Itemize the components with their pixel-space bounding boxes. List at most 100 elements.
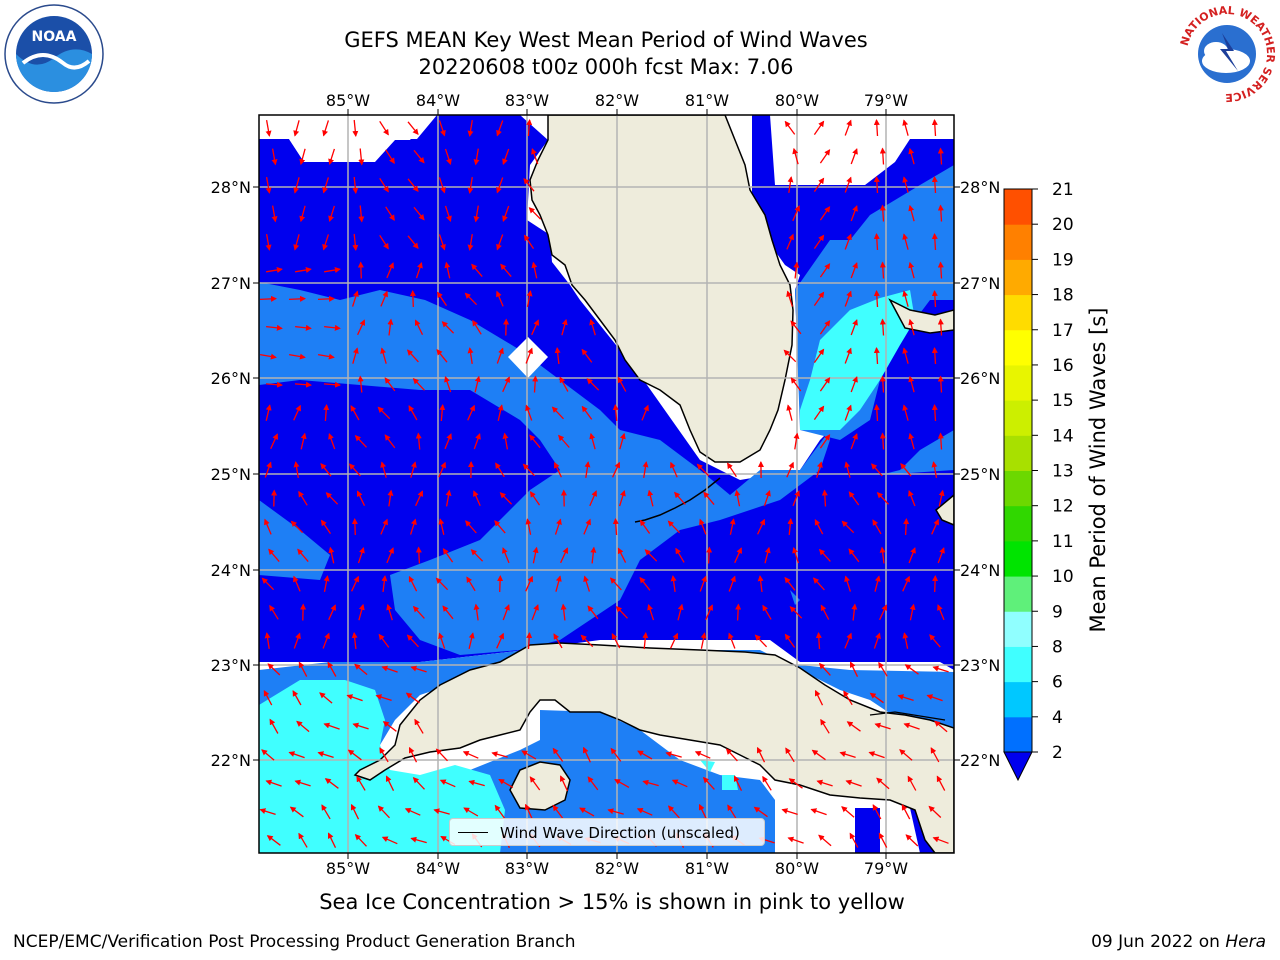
wave-direction-arrow <box>496 234 504 251</box>
wave-direction-arrow <box>356 490 366 506</box>
wave-direction-arrow <box>531 319 539 336</box>
wave-direction-arrow <box>266 835 281 846</box>
wave-direction-arrow <box>293 404 301 421</box>
wave-direction-arrows <box>259 119 949 849</box>
wave-direction-arrow <box>819 377 831 392</box>
wave-direction-arrow <box>786 290 794 307</box>
wave-direction-arrow <box>261 749 275 761</box>
wave-direction-arrow <box>413 206 425 221</box>
wave-direction-arrow <box>820 604 830 620</box>
wave-direction-arrow <box>414 718 424 734</box>
wave-direction-arrow <box>328 433 336 450</box>
wave-direction-arrow <box>405 692 420 704</box>
wave-direction-arrow <box>931 347 938 365</box>
wave-direction-arrow <box>358 148 365 166</box>
wave-direction-arrow <box>494 520 506 534</box>
wave-direction-arrow <box>268 548 280 563</box>
wave-direction-arrow <box>384 377 396 392</box>
wave-direction-arrow <box>700 632 707 649</box>
colorbar-tick-label: 10 <box>1052 567 1074 587</box>
wave-direction-arrow <box>529 434 541 449</box>
wave-direction-arrow <box>667 805 680 819</box>
wave-direction-arrow <box>844 290 852 307</box>
wave-direction-arrow <box>879 375 886 393</box>
wave-direction-arrow <box>908 490 916 507</box>
wave-direction-arrow <box>497 404 504 421</box>
wave-direction-arrow <box>733 775 743 791</box>
wave-direction-arrow <box>495 462 505 478</box>
wave-direction-arrow <box>532 375 539 393</box>
wave-direction-arrow <box>784 120 796 135</box>
wave-direction-arrow <box>386 262 394 279</box>
noaa-logo-icon: NOAA <box>4 4 104 104</box>
wave-direction-arrow <box>407 235 419 249</box>
colorbar-label: Mean Period of Wind Waves [s] <box>1086 307 1110 633</box>
wave-direction-arrow <box>675 547 685 563</box>
wave-direction-arrow <box>444 148 452 166</box>
wave-direction-arrow <box>932 575 939 593</box>
wave-direction-arrow <box>265 381 283 388</box>
wave-direction-arrow <box>611 633 621 649</box>
wave-direction-arrow <box>813 291 825 306</box>
wave-direction-arrow <box>930 747 940 763</box>
lon-label-top: 80°W <box>775 91 819 110</box>
wave-direction-arrow <box>444 261 451 279</box>
lat-label-left: 24°N <box>211 561 251 580</box>
noaa-logo-text: NOAA <box>32 29 77 45</box>
wave-direction-arrow <box>609 577 622 591</box>
wave-direction-arrow <box>471 263 483 278</box>
wave-direction-arrow <box>494 804 506 819</box>
wave-direction-arrow <box>499 492 513 505</box>
colorbar-under-extension <box>1003 751 1033 782</box>
wave-direction-arrow <box>408 746 418 763</box>
wave-direction-arrow <box>612 518 619 536</box>
wave-direction-arrow <box>325 492 339 505</box>
wave-direction-arrow <box>415 432 422 450</box>
wave-direction-arrow <box>670 461 678 478</box>
wave-direction-arrow <box>413 149 425 164</box>
wave-direction-arrow <box>819 263 831 278</box>
wave-direction-arrow <box>352 119 359 137</box>
colorbar-segment <box>1004 364 1032 401</box>
wave-direction-arrow <box>728 575 736 592</box>
wave-direction-arrow <box>787 836 804 844</box>
wave-direction-arrow <box>814 689 824 706</box>
lon-label-bottom: 82°W <box>595 859 639 878</box>
colorbar-segment <box>1004 681 1032 718</box>
lat-label-left: 26°N <box>211 369 251 388</box>
wave-direction-arrow <box>788 778 803 789</box>
wave-direction-arrow <box>589 318 596 336</box>
wave-direction-arrow <box>470 549 484 562</box>
wave-direction-arrow <box>931 518 939 535</box>
wave-direction-arrow <box>380 347 387 364</box>
wave-direction-arrow <box>844 233 852 250</box>
wave-direction-arrow <box>473 603 480 621</box>
wave-direction-arrow <box>412 776 425 790</box>
wave-direction-arrow <box>762 775 772 791</box>
wave-direction-arrow <box>908 147 915 165</box>
wave-direction-arrow <box>581 348 593 363</box>
wave-direction-arrow <box>294 779 311 787</box>
wave-direction-arrow <box>931 176 938 194</box>
wave-direction-arrow <box>820 718 830 734</box>
wave-direction-arrow <box>670 632 679 649</box>
wave-direction-arrow <box>296 720 310 733</box>
wave-direction-arrow <box>937 261 944 279</box>
wave-direction-arrow <box>821 489 828 507</box>
wave-direction-arrow <box>496 347 504 364</box>
wave-direction-arrow <box>793 432 800 450</box>
wave-direction-arrow <box>352 347 359 364</box>
wave-direction-arrow <box>873 290 880 308</box>
wave-direction-arrow <box>522 463 536 477</box>
wave-direction-arrow <box>298 661 308 677</box>
wave-direction-arrow <box>438 234 446 251</box>
wave-direction-arrow <box>928 805 942 818</box>
wave-direction-arrow <box>844 404 852 421</box>
black-line-icon <box>458 832 488 833</box>
wave-direction-arrow <box>900 463 912 477</box>
wave-direction-arrow <box>525 575 533 592</box>
colorbar-tick-label: 20 <box>1052 215 1074 235</box>
wave-direction-arrow <box>792 147 799 165</box>
wave-direction-arrow <box>554 518 562 535</box>
wave-direction-arrow <box>317 751 334 759</box>
